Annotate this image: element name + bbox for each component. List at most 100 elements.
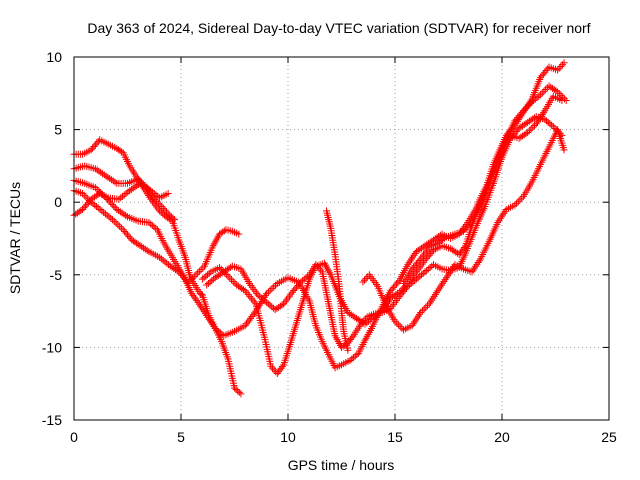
data-point <box>414 258 422 266</box>
data-point <box>138 243 146 251</box>
grid <box>74 57 609 420</box>
data-point <box>560 59 568 67</box>
data-point <box>115 207 123 215</box>
data-point <box>418 271 426 279</box>
data-point <box>554 88 562 96</box>
data-point <box>410 263 418 271</box>
data-point <box>388 285 396 293</box>
y-tick-label: -15 <box>42 412 62 428</box>
data-point <box>203 281 211 289</box>
data-point <box>228 276 236 284</box>
data-point <box>558 61 566 69</box>
data-point <box>204 271 212 279</box>
data-point <box>122 229 130 237</box>
data-point <box>77 207 85 215</box>
data-point <box>103 211 111 219</box>
data-point <box>522 130 530 138</box>
data-point <box>548 121 556 129</box>
data-point <box>398 289 406 297</box>
data-point <box>180 273 188 281</box>
data-point <box>349 332 357 340</box>
data-point <box>394 278 402 286</box>
data-point <box>394 321 402 329</box>
data-point <box>235 230 243 238</box>
data-point <box>517 110 525 118</box>
data-point <box>194 269 202 277</box>
data-point <box>417 309 425 317</box>
data-point <box>291 285 299 293</box>
data-point <box>557 62 565 70</box>
data-point <box>524 129 532 137</box>
data-point <box>396 322 404 330</box>
data-point <box>535 92 543 100</box>
data-point <box>357 320 365 328</box>
data-point <box>99 170 107 178</box>
data-point <box>109 216 117 224</box>
data-point <box>175 268 183 276</box>
data-point <box>126 187 134 195</box>
data-point <box>360 317 368 325</box>
data-point <box>190 273 198 281</box>
data-point <box>297 278 305 286</box>
data-point <box>300 275 308 283</box>
data-point <box>112 219 120 227</box>
data-point <box>348 355 356 363</box>
data-point <box>120 210 128 218</box>
data-point <box>511 117 519 125</box>
data-point <box>83 200 91 208</box>
data-point <box>247 294 255 302</box>
data-point <box>90 143 98 151</box>
data-point <box>158 203 166 211</box>
data-point <box>530 97 538 105</box>
data-point <box>249 311 257 319</box>
data-point <box>362 274 370 282</box>
data-point <box>559 93 567 101</box>
data-point <box>96 205 104 213</box>
data-point <box>366 316 374 324</box>
data-point <box>147 220 155 228</box>
data-point <box>278 363 286 371</box>
data-point <box>159 204 167 212</box>
data-point <box>514 114 522 121</box>
data-point <box>256 293 264 301</box>
data-point <box>234 387 242 395</box>
data-point <box>421 268 429 276</box>
data-point <box>543 117 551 125</box>
x-tick-label: 0 <box>70 429 78 445</box>
data-point <box>546 120 554 128</box>
data-point <box>543 84 551 92</box>
data-point <box>411 277 419 285</box>
y-tick-label: -10 <box>42 339 62 355</box>
data-point <box>533 94 541 102</box>
data-point <box>391 282 399 290</box>
data-point <box>538 72 546 80</box>
data-point <box>263 298 271 306</box>
data-point <box>261 297 269 305</box>
data-point <box>254 291 262 299</box>
data-point <box>537 91 545 99</box>
data-point <box>557 91 565 99</box>
data-point <box>153 197 161 205</box>
data-point <box>531 95 539 103</box>
data-point <box>213 326 221 334</box>
data-point <box>164 189 172 197</box>
series-track-4 <box>70 59 568 372</box>
data-point <box>216 329 224 337</box>
data-point <box>220 227 228 235</box>
data-point <box>541 115 549 123</box>
data-point <box>268 285 276 293</box>
plot-frame <box>73 56 610 421</box>
data-point <box>107 176 115 184</box>
data-point <box>257 294 265 302</box>
data-point <box>98 207 106 215</box>
data-point <box>416 272 424 280</box>
data-point <box>409 278 417 286</box>
data-point <box>176 270 184 278</box>
data-point <box>189 274 197 282</box>
data-point <box>414 274 422 282</box>
y-tick-label: 5 <box>54 122 62 138</box>
data-point <box>555 90 563 98</box>
data-point <box>412 260 420 268</box>
data-point <box>272 281 280 289</box>
